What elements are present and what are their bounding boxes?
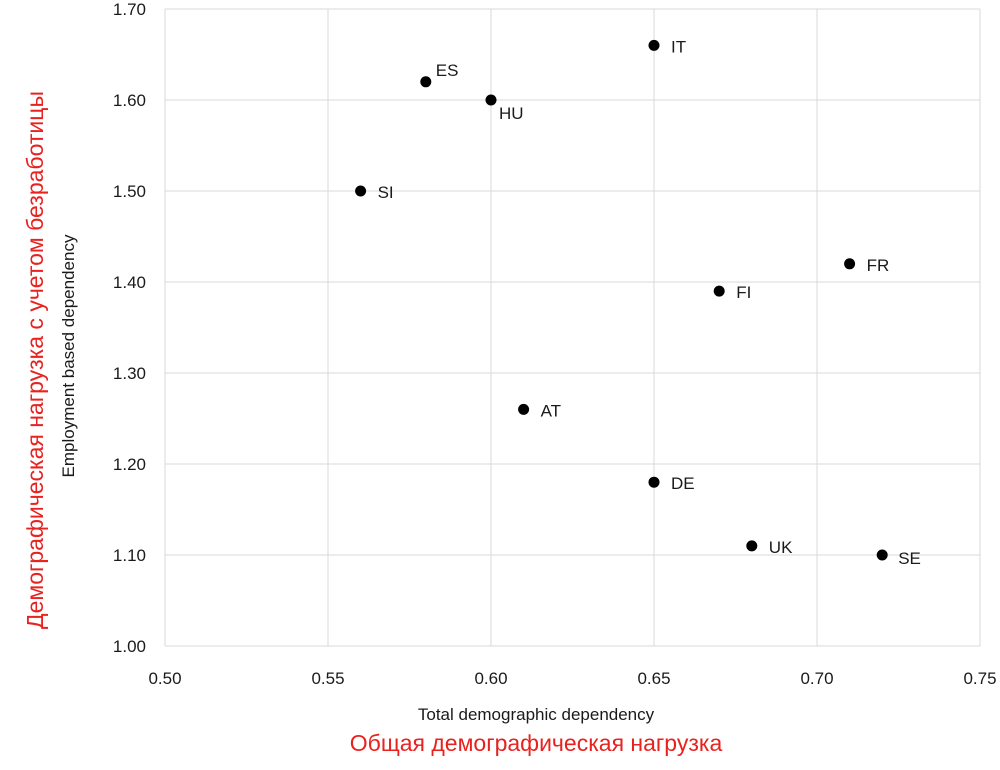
point-label-at: AT	[541, 401, 561, 420]
y-tick-label: 1.50	[113, 182, 146, 201]
y-tick-label: 1.70	[113, 0, 146, 19]
x-tick-label: 0.50	[148, 669, 181, 688]
data-point-es	[420, 76, 432, 88]
x-tick-label: 0.60	[474, 669, 507, 688]
grid	[164, 8, 981, 647]
x-axis-label-ru: Общая демографическая нагрузка	[350, 730, 723, 756]
x-tick-label: 0.55	[311, 669, 344, 688]
point-label-fr: FR	[867, 256, 890, 275]
x-tick-label: 0.70	[800, 669, 833, 688]
data-point-at	[518, 403, 530, 415]
x-axis-label: Total demographic dependency	[418, 705, 655, 724]
point-label-fi: FI	[736, 283, 751, 302]
data-point-fi	[713, 285, 725, 297]
data-point-uk	[746, 540, 758, 552]
y-axis-label: Employment based dependency	[59, 234, 78, 477]
y-tick-label: 1.20	[113, 455, 146, 474]
point-label-hu: HU	[499, 104, 524, 123]
data-point-fr	[844, 258, 856, 270]
point-label-si: SI	[378, 183, 394, 202]
y-tick-labels: 1.00 1.10 1.20 1.30 1.40 1.50 1.60 1.70	[113, 0, 146, 656]
point-label-uk: UK	[769, 538, 793, 557]
point-label-es: ES	[436, 61, 459, 80]
y-tick-label: 1.10	[113, 546, 146, 565]
y-tick-label: 1.30	[113, 364, 146, 383]
data-point-it	[648, 39, 660, 51]
point-labels: IT ES HU SI FR FI AT DE UK SE	[378, 37, 921, 568]
data-points	[355, 39, 888, 561]
data-point-hu	[485, 94, 497, 106]
data-point-de	[648, 476, 660, 488]
x-tick-label: 0.75	[963, 669, 996, 688]
data-point-se	[876, 549, 888, 561]
x-tick-labels: 0.50 0.55 0.60 0.65 0.70 0.75	[148, 669, 996, 688]
y-tick-label: 1.00	[113, 637, 146, 656]
point-label-se: SE	[898, 549, 921, 568]
x-tick-label: 0.65	[637, 669, 670, 688]
point-label-de: DE	[671, 474, 695, 493]
y-axis-label-ru: Демографическая нагрузка с учетом безраб…	[22, 91, 48, 629]
y-tick-label: 1.60	[113, 91, 146, 110]
y-tick-label: 1.40	[113, 273, 146, 292]
point-label-it: IT	[671, 37, 686, 56]
data-point-si	[355, 185, 367, 197]
